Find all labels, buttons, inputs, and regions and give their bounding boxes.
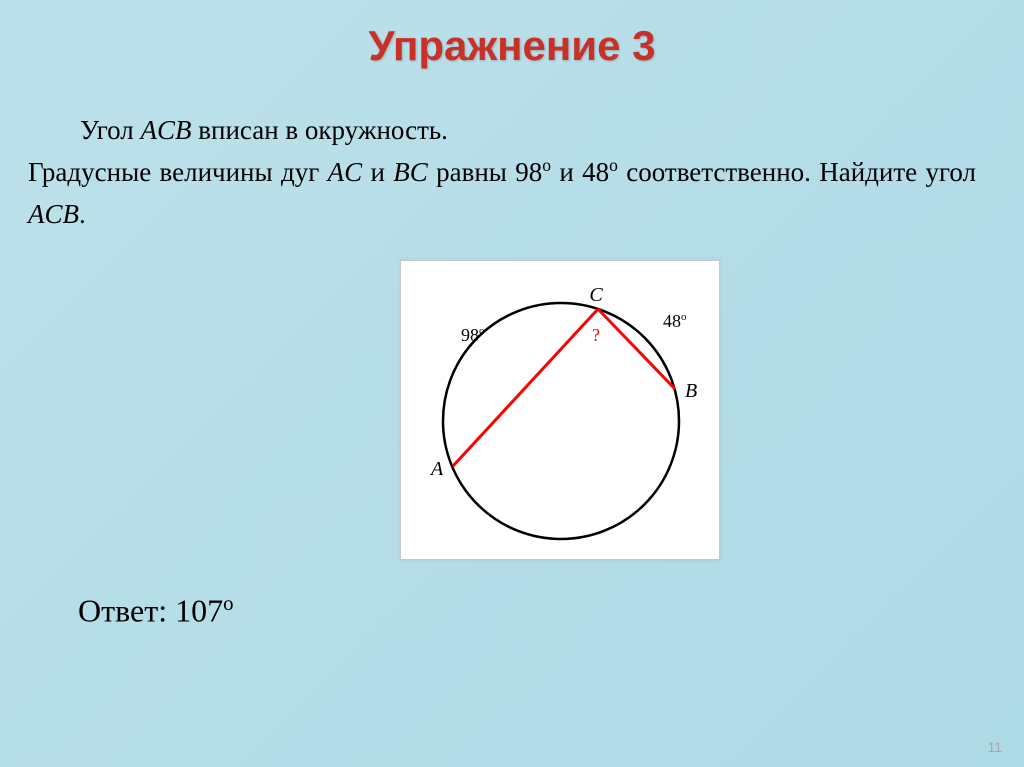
- label-b: B: [685, 380, 697, 402]
- arc-bc: BC: [393, 157, 428, 187]
- angle-acb-1: ACB: [141, 115, 192, 145]
- answer-text: Ответ: 107о: [78, 592, 234, 630]
- t4: и: [362, 157, 393, 187]
- arc-bc-value: 48o: [663, 311, 687, 331]
- t5: равны 98: [428, 157, 543, 187]
- answer-deg: о: [223, 592, 233, 615]
- t3: Градусные величины дуг: [28, 157, 328, 187]
- deg2: о: [609, 155, 618, 175]
- circle-diagram: C A B 98o 48o ?: [401, 261, 721, 561]
- t8: .: [79, 199, 86, 229]
- t1: Угол: [80, 115, 141, 145]
- label-a: A: [429, 458, 444, 480]
- t6: и 48: [551, 157, 609, 187]
- problem-text: Угол ACB вписан в окружность. Градусные …: [0, 70, 1024, 236]
- deg1: о: [542, 155, 551, 175]
- angle-acb-2: ACB: [28, 199, 79, 229]
- slide: Упражнение 3 Угол ACB вписан в окружност…: [0, 0, 1024, 767]
- page-number: 11: [987, 739, 1002, 755]
- label-c: C: [589, 284, 603, 306]
- slide-title: Упражнение 3: [0, 0, 1024, 70]
- t7: соответственно. Найдите угол: [618, 157, 976, 187]
- answer-value: 107: [175, 593, 223, 629]
- t2: вписан в окружность.: [192, 115, 448, 145]
- answer-prefix: Ответ:: [78, 593, 175, 629]
- geometry-figure: C A B 98o 48o ?: [400, 260, 720, 560]
- question-mark: ?: [592, 325, 600, 345]
- arc-ac: AC: [328, 157, 363, 187]
